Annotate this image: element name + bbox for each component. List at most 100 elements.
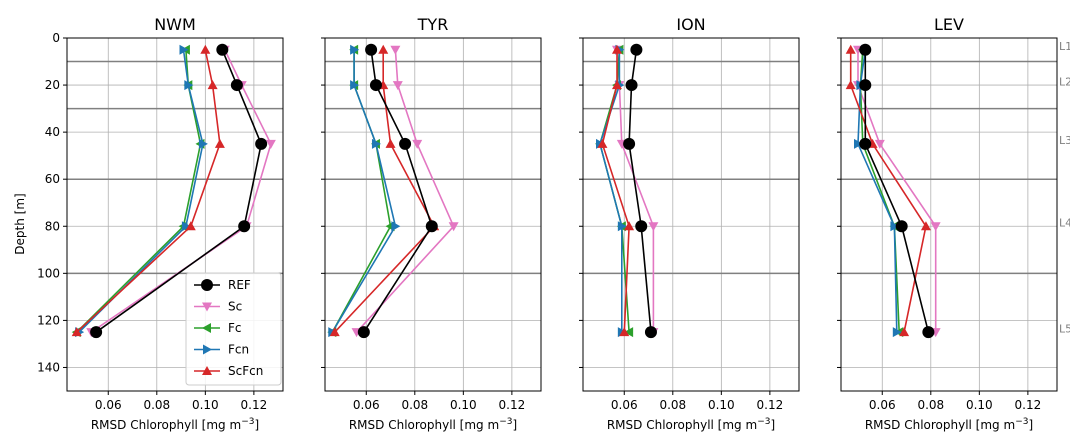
legend-marker-scfcn	[202, 366, 212, 375]
x-tick-label: 0.10	[708, 398, 735, 412]
point-ref	[859, 79, 872, 92]
point-ref	[365, 43, 378, 56]
point-sc	[874, 139, 885, 149]
series-ref-ion	[623, 43, 657, 339]
legend-marker-ref	[201, 279, 213, 291]
y-tick-label: 120	[37, 313, 60, 327]
point-ref	[630, 43, 643, 56]
point-scfcn	[899, 327, 910, 337]
x-axis-label: RMSD Chlorophyll [mg m−3]	[91, 417, 259, 432]
series-fcn-ion	[595, 44, 627, 338]
series-line-fcn	[331, 49, 397, 333]
panel-lev: 0.06 0.08 0.10 0.12 LEV RMSD Chlorophyll [mg …	[837, 15, 1058, 432]
y-tick-label: 60	[45, 172, 60, 186]
point-ref	[255, 137, 268, 150]
legend-label-scfcn: ScFcn	[228, 364, 263, 378]
x-tick-label: 0.10	[192, 398, 219, 412]
point-scfcn	[845, 80, 856, 90]
x-axis-label-end: ]	[512, 418, 517, 432]
x-tick-label: 0.08	[659, 398, 686, 412]
x-tick-label: 0.12	[241, 398, 268, 412]
x-tick-label: 0.12	[499, 398, 526, 412]
legend-marker-sc	[202, 302, 212, 312]
y-tick-label: 100	[37, 266, 60, 280]
point-sc	[448, 222, 459, 232]
x-axis-label: RMSD Chlorophyll [mg m−3]	[607, 417, 775, 432]
point-scfcn	[185, 221, 196, 231]
point-ref	[859, 43, 872, 56]
plot-frame	[324, 37, 542, 392]
plot-frame	[840, 37, 1058, 392]
point-scfcn	[611, 80, 622, 90]
point-scfcn	[624, 221, 635, 231]
point-ref	[625, 79, 638, 92]
series-line-fc	[331, 49, 392, 333]
legend-label-ref: REF	[228, 278, 251, 292]
x-axis-label-end: ]	[254, 418, 259, 432]
x-axis-label-superscript: −3	[241, 417, 254, 427]
point-fcn	[892, 327, 902, 338]
point-scfcn	[619, 327, 630, 337]
point-fcn	[181, 221, 191, 232]
point-scfcn	[200, 44, 211, 54]
point-fcn	[890, 221, 900, 232]
legend-label-fc: Fc	[228, 321, 242, 335]
point-ref	[922, 326, 935, 339]
legend: REF Sc Fc Fcn ScFcn	[185, 272, 282, 386]
point-ref	[399, 137, 412, 150]
layer-label: L3	[1059, 134, 1070, 147]
series-line-sc	[356, 49, 455, 333]
point-fcn	[853, 138, 863, 149]
point-sc	[390, 45, 401, 55]
x-axis-label-end: ]	[770, 418, 775, 432]
legend-label-fcn: Fcn	[228, 343, 249, 357]
panel-title: LEV	[934, 15, 964, 34]
point-ref	[859, 137, 872, 150]
plot-frame	[582, 37, 800, 392]
x-axis-label-superscript: −3	[499, 417, 512, 427]
x-axis-label-end: ]	[1028, 418, 1033, 432]
y-tick-label: 20	[45, 78, 60, 92]
y-axis-label: Depth [m]	[13, 193, 27, 254]
point-fcn	[198, 138, 208, 149]
point-sc	[930, 222, 941, 232]
point-ref	[238, 220, 251, 233]
plot-frame	[66, 37, 284, 392]
x-axis-label-main: RMSD Chlorophyll [mg m	[349, 418, 499, 432]
panel-title: NWM	[154, 15, 196, 34]
point-ref	[90, 326, 103, 339]
x-axis-label-superscript: −3	[1015, 417, 1028, 427]
point-fcn	[179, 44, 189, 55]
series-ref-nwm	[90, 43, 268, 339]
series-scfcn-nwm	[71, 44, 225, 337]
point-ref	[216, 43, 229, 56]
series-line-fcn	[78, 49, 204, 333]
point-scfcn	[378, 44, 389, 54]
series-line-fc	[859, 49, 900, 333]
point-ref	[230, 79, 243, 92]
series-fcn-tyr	[328, 44, 401, 338]
layer-label: L1	[1059, 40, 1070, 53]
point-ref	[425, 220, 438, 233]
point-scfcn	[845, 44, 856, 54]
x-tick-label: 0.08	[143, 398, 170, 412]
point-scfcn	[385, 138, 396, 148]
x-axis-label: RMSD Chlorophyll [mg m−3]	[349, 417, 517, 432]
x-axis-label-superscript: −3	[757, 417, 770, 427]
x-axis-label-main: RMSD Chlorophyll [mg m	[607, 418, 757, 432]
layer-label: L5	[1059, 322, 1070, 335]
point-sc	[265, 139, 276, 149]
point-scfcn	[329, 327, 340, 337]
x-tick-label: 0.12	[757, 398, 784, 412]
layer-label: L4	[1059, 217, 1070, 230]
point-fcn	[391, 221, 401, 232]
panel-title: ION	[676, 15, 705, 34]
x-axis-label-main: RMSD Chlorophyll [mg m	[91, 418, 241, 432]
layer-label: L2	[1059, 75, 1070, 88]
chart-panels: 0.06 0.08 0.10 0.12 0 20 40 60 80 100 120 140 NWM RMS…	[37, 15, 1070, 432]
series-sc-tyr	[351, 45, 459, 338]
point-sc	[648, 222, 659, 232]
point-scfcn	[611, 44, 622, 54]
point-fc	[624, 327, 634, 338]
